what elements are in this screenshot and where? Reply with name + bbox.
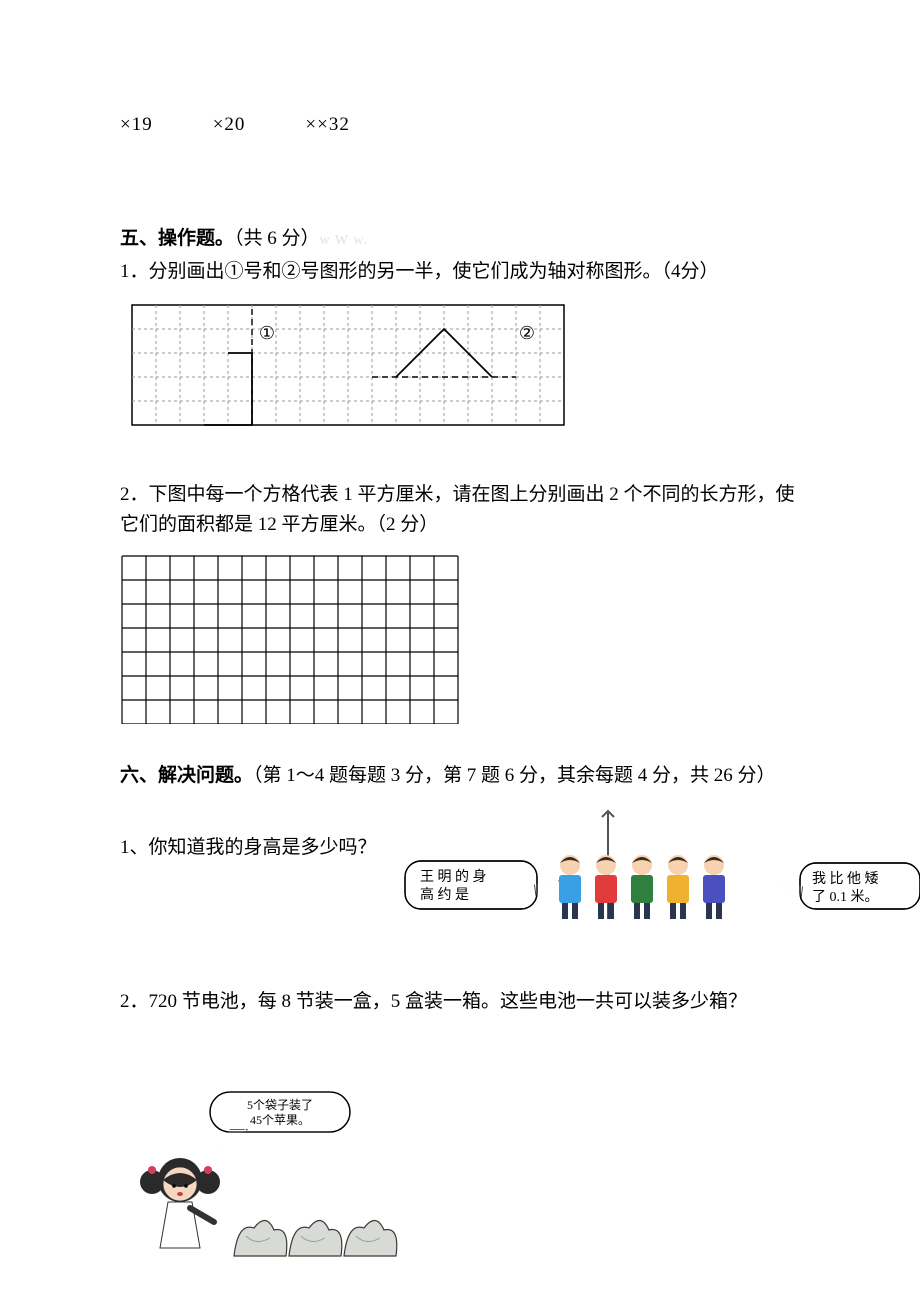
section-6-rest: （第 1～4 题每题 3 分，第 7 题 6 分，其余每题 4 分，共 26 分…	[253, 765, 776, 786]
area-grid-figure	[120, 554, 800, 734]
section-6-q1-block: 1、你知道我的身高是多少吗？ 王 明 的 身高 约 是我 比 他 矮了 0.1 …	[120, 819, 800, 949]
svg-text:①: ①	[259, 323, 275, 343]
section-5-rest: （共 6 分）	[234, 228, 320, 249]
section-6-bold: 六、解决问题。	[120, 765, 253, 786]
section-5-bold: 五、操作题。	[120, 228, 234, 249]
section-6-q2: 2．720 节电池，每 8 节装一盒，5 盒装一箱。这些电池一共可以装多少箱？	[120, 987, 800, 1017]
svg-text:5个袋子装了: 5个袋子装了	[247, 1098, 313, 1112]
section-6-heading: 六、解决问题。（第 1～4 题每题 3 分，第 7 题 6 分，其余每题 4 分…	[120, 761, 800, 791]
svg-text:了 0.1 米。: 了 0.1 米。	[812, 889, 879, 905]
watermark: w W w.	[320, 233, 369, 248]
svg-text:45个苹果。: 45个苹果。	[250, 1113, 310, 1127]
section-5-q2: 2．下图中每一个方格代表 1 平方厘米，请在图上分别画出 2 个不同的长方形，使…	[120, 480, 800, 541]
section-5-heading: 五、操作题。（共 6 分）w W w.	[120, 224, 800, 254]
svg-text:②: ②	[519, 323, 535, 343]
kids-illustration: 王 明 的 身高 约 是 我 比 他 矮了 0.1 米。	[380, 809, 920, 949]
svg-text:我 比 他 矮: 我 比 他 矮	[812, 871, 879, 887]
mult-row: ×19 ×20 ××32	[120, 110, 800, 140]
symmetry-figure: ①②	[120, 293, 800, 453]
svg-text:高 约 是: 高 约 是	[420, 886, 469, 903]
section-6-q1-text: 1、你知道我的身高是多少吗？	[120, 833, 377, 863]
section-5-q1: 1．分别画出①号和②号图形的另一半，使它们成为轴对称图形。（4分）	[120, 257, 800, 287]
apple-figure: 5个袋子装了45个苹果。	[120, 1088, 800, 1268]
svg-text:王 明 的 身: 王 明 的 身	[420, 869, 487, 885]
